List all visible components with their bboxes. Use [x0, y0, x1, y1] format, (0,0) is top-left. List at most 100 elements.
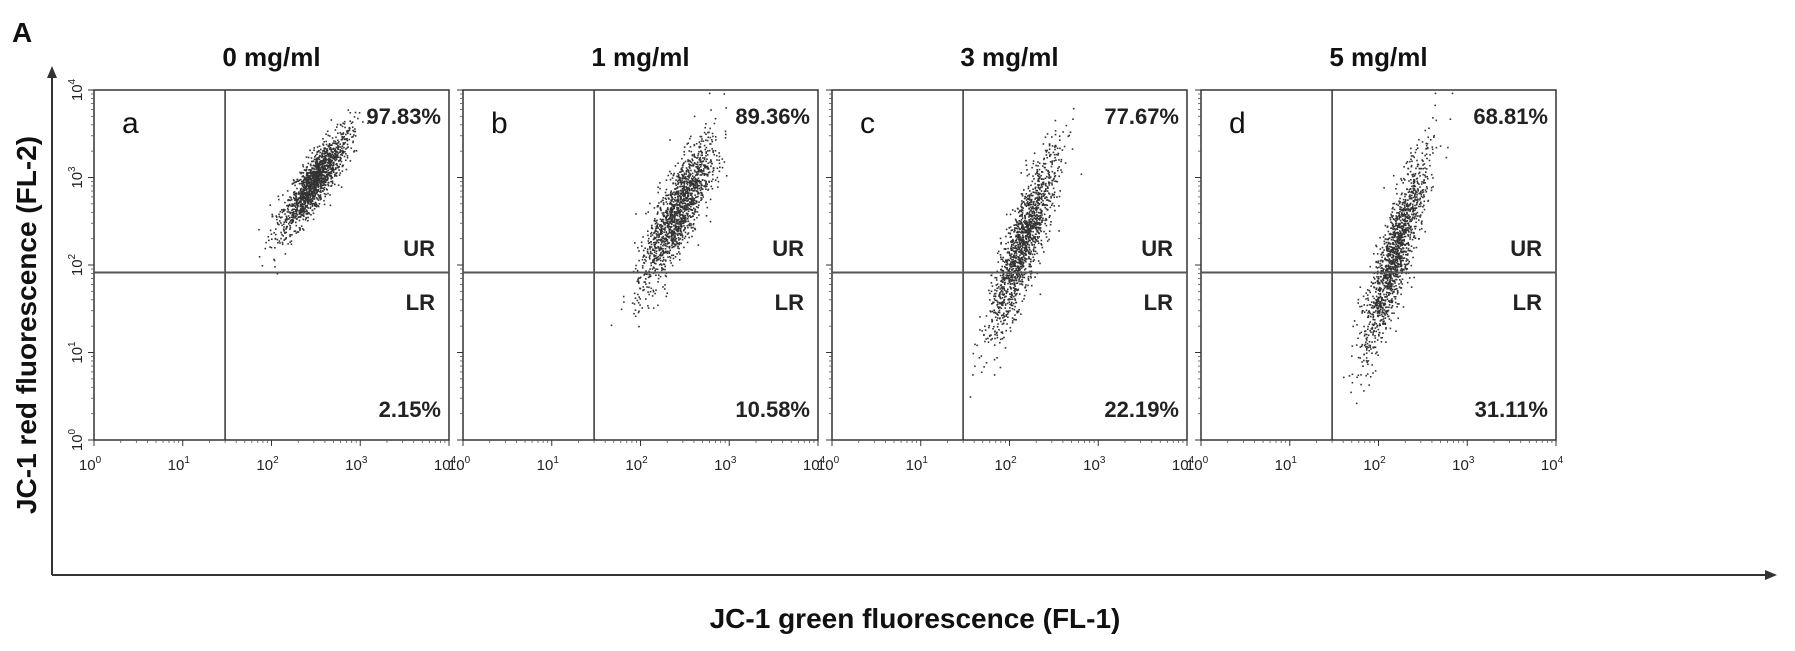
event-dot [1024, 204, 1026, 206]
event-dot [312, 176, 314, 178]
event-dot [284, 220, 287, 222]
event-dot [718, 159, 720, 161]
event-dot [683, 172, 686, 175]
event-dot [684, 199, 687, 202]
event-dot [328, 158, 330, 160]
event-dot [1053, 191, 1056, 194]
event-dot [1026, 233, 1029, 235]
event-dot [674, 214, 676, 217]
event-dot [316, 163, 319, 165]
event-dot [669, 139, 671, 141]
event-dot [694, 211, 696, 213]
event-dot [1022, 207, 1024, 209]
event-dot [994, 312, 997, 314]
event-dot [325, 140, 327, 143]
event-dot [289, 211, 292, 214]
event-dot [1038, 198, 1040, 200]
event-dot [1018, 234, 1021, 236]
event-dot [319, 172, 322, 175]
event-dot [694, 185, 696, 187]
event-dot [647, 276, 650, 279]
event-dot [1030, 207, 1033, 210]
event-dot [667, 218, 670, 221]
event-dot [668, 198, 670, 200]
event-dot [1429, 139, 1432, 141]
event-dot [682, 191, 684, 193]
event-dot [697, 244, 700, 246]
event-dot [332, 169, 334, 172]
event-dot [295, 232, 298, 234]
event-dot [1020, 249, 1023, 252]
event-dot [1006, 262, 1009, 265]
event-dot [1040, 178, 1043, 180]
event-dot [293, 208, 296, 211]
event-dot [1022, 246, 1024, 249]
event-dot [1029, 221, 1032, 224]
event-dot [674, 218, 676, 220]
event-dot [1009, 310, 1011, 312]
event-dot [1010, 240, 1013, 242]
event-dot [708, 171, 711, 173]
event-dot [319, 196, 322, 198]
event-dot [671, 254, 673, 257]
event-dot [1400, 206, 1403, 209]
event-dot [322, 168, 324, 171]
event-dot [336, 143, 338, 145]
event-dot [1048, 216, 1051, 219]
event-dot [1024, 216, 1026, 218]
event-dot [315, 190, 317, 192]
event-dot [692, 230, 694, 232]
event-dot [682, 221, 684, 223]
event-dot [1013, 292, 1016, 295]
event-dot [284, 201, 286, 204]
event-dot [1043, 204, 1045, 206]
event-dot [1020, 210, 1023, 212]
event-dot [325, 133, 327, 135]
event-dot [315, 205, 318, 208]
event-dot [703, 174, 706, 176]
event-dot [267, 236, 270, 238]
event-dot [697, 154, 699, 157]
event-dot [1030, 258, 1032, 261]
event-dot [1032, 207, 1034, 210]
event-dot [682, 229, 685, 232]
event-dot [1054, 133, 1057, 136]
event-dot [301, 195, 304, 197]
event-dot [657, 223, 659, 225]
event-dot [1013, 260, 1016, 263]
event-dot [679, 214, 682, 216]
event-dot [310, 177, 312, 179]
event-dot [645, 270, 647, 272]
event-dot [1022, 234, 1024, 237]
event-dot [1035, 215, 1038, 217]
event-dot [282, 210, 285, 212]
event-dot [653, 251, 656, 254]
event-dot [993, 325, 995, 328]
event-dot [290, 216, 293, 218]
event-dot [1037, 221, 1039, 224]
event-dot [682, 214, 685, 217]
event-dot [327, 152, 329, 155]
event-dot [1000, 314, 1003, 317]
event-dot [694, 202, 696, 205]
event-dot [1030, 184, 1032, 187]
event-dot [342, 142, 345, 144]
event-dot [1000, 241, 1002, 244]
event-dot [1065, 124, 1068, 127]
event-dot [1037, 226, 1039, 229]
event-dot [664, 259, 667, 261]
event-dot [1032, 210, 1035, 212]
event-dot [709, 220, 712, 223]
event-dot [1031, 222, 1033, 225]
event-dot [686, 188, 689, 191]
event-dot [1032, 214, 1035, 217]
event-dot [647, 307, 650, 309]
event-dot [331, 181, 334, 183]
event-dot [671, 220, 674, 222]
event-dot [312, 218, 315, 221]
event-dot [308, 186, 310, 189]
event-dot [306, 190, 308, 193]
event-dot [671, 177, 674, 179]
event-dot [348, 129, 351, 132]
event-dot [1027, 240, 1030, 242]
